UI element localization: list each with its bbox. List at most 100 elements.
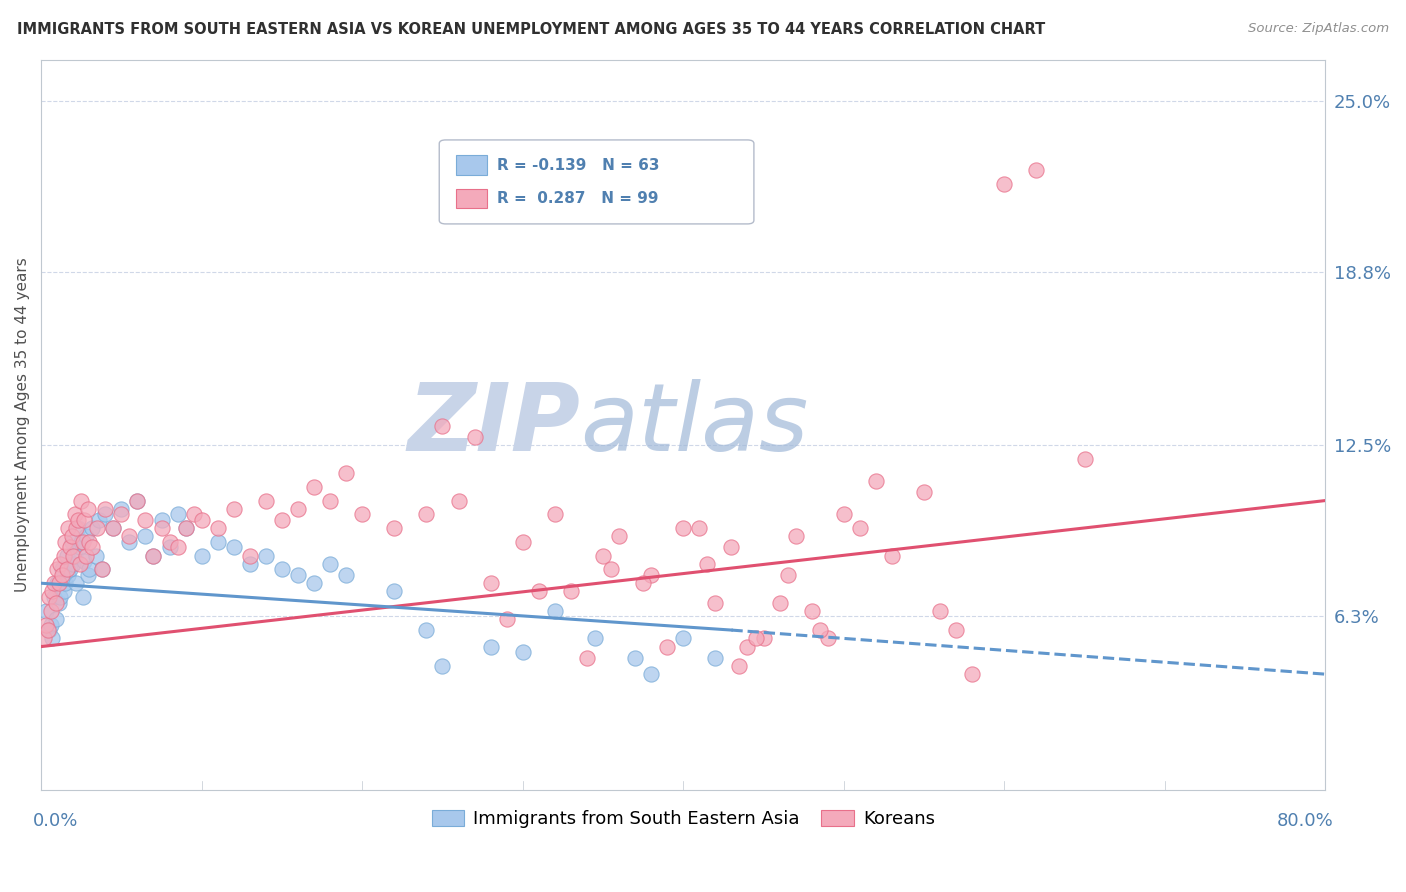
Point	[72, 590, 94, 604]
Point	[1073, 452, 1095, 467]
Point	[65, 576, 87, 591]
Point	[1025, 162, 1047, 177]
Text: R = -0.139   N = 63: R = -0.139 N = 63	[498, 158, 659, 172]
Point	[432, 659, 454, 673]
Point	[110, 508, 132, 522]
Point	[993, 177, 1015, 191]
Point	[94, 508, 117, 522]
Point	[382, 521, 405, 535]
Point	[60, 529, 83, 543]
Point	[190, 513, 212, 527]
Point	[52, 549, 75, 563]
Point	[929, 604, 952, 618]
Point	[49, 590, 72, 604]
Point	[127, 493, 149, 508]
Point	[46, 576, 69, 591]
Point	[39, 604, 62, 618]
Point	[464, 430, 486, 444]
Point	[785, 529, 807, 543]
Point	[166, 508, 188, 522]
Point	[103, 521, 125, 535]
Point	[63, 508, 86, 522]
Point	[65, 521, 87, 535]
Point	[35, 604, 58, 618]
Point	[41, 632, 63, 646]
Point	[335, 466, 357, 480]
Point	[77, 534, 100, 549]
Point	[42, 590, 65, 604]
Point	[134, 529, 156, 543]
Point	[67, 513, 90, 527]
Point	[52, 584, 75, 599]
Point	[624, 650, 647, 665]
Point	[159, 541, 181, 555]
Point	[60, 534, 83, 549]
Point	[302, 480, 325, 494]
Point	[56, 549, 79, 563]
Point	[583, 632, 606, 646]
Point	[592, 549, 614, 563]
Point	[657, 640, 679, 654]
Point	[35, 617, 58, 632]
Point	[849, 521, 872, 535]
Point	[159, 534, 181, 549]
Point	[696, 557, 718, 571]
Point	[382, 584, 405, 599]
Point	[672, 521, 695, 535]
Point	[118, 529, 141, 543]
Point	[271, 513, 294, 527]
Point	[142, 549, 165, 563]
Point	[607, 529, 630, 543]
Point	[51, 568, 73, 582]
Point	[479, 640, 502, 654]
Point	[190, 549, 212, 563]
Point	[59, 562, 82, 576]
Point	[38, 590, 60, 604]
Point	[880, 549, 903, 563]
Point	[912, 485, 935, 500]
Point	[945, 623, 967, 637]
Point	[70, 534, 93, 549]
Point	[76, 568, 98, 582]
Point	[352, 508, 374, 522]
Point	[544, 508, 567, 522]
Point	[49, 557, 72, 571]
Point	[271, 562, 294, 576]
Point	[39, 617, 62, 632]
Point	[82, 541, 104, 555]
Point	[67, 521, 90, 535]
Point	[800, 604, 823, 618]
Point	[640, 667, 662, 681]
Point	[87, 513, 110, 527]
Point	[86, 521, 108, 535]
Point	[600, 562, 623, 576]
Point	[688, 521, 710, 535]
Point	[45, 595, 67, 609]
Point	[134, 513, 156, 527]
Point	[72, 534, 94, 549]
Point	[239, 549, 262, 563]
Text: ZIP: ZIP	[408, 379, 581, 471]
Point	[59, 541, 82, 555]
Point	[166, 541, 188, 555]
Point	[415, 508, 437, 522]
FancyBboxPatch shape	[439, 140, 754, 224]
Point	[75, 549, 97, 563]
Point	[150, 521, 173, 535]
Point	[239, 557, 262, 571]
Legend: Immigrants from South Eastern Asia, Koreans: Immigrants from South Eastern Asia, Kore…	[425, 803, 942, 836]
Point	[744, 632, 766, 646]
Point	[672, 632, 695, 646]
Point	[335, 568, 357, 582]
Point	[415, 623, 437, 637]
Point	[704, 650, 727, 665]
Text: 80.0%: 80.0%	[1277, 812, 1333, 830]
Point	[110, 501, 132, 516]
Point	[560, 584, 582, 599]
Point	[56, 562, 79, 576]
Point	[737, 640, 759, 654]
Point	[832, 508, 855, 522]
Point	[720, 541, 742, 555]
Point	[73, 513, 96, 527]
FancyBboxPatch shape	[456, 155, 486, 175]
